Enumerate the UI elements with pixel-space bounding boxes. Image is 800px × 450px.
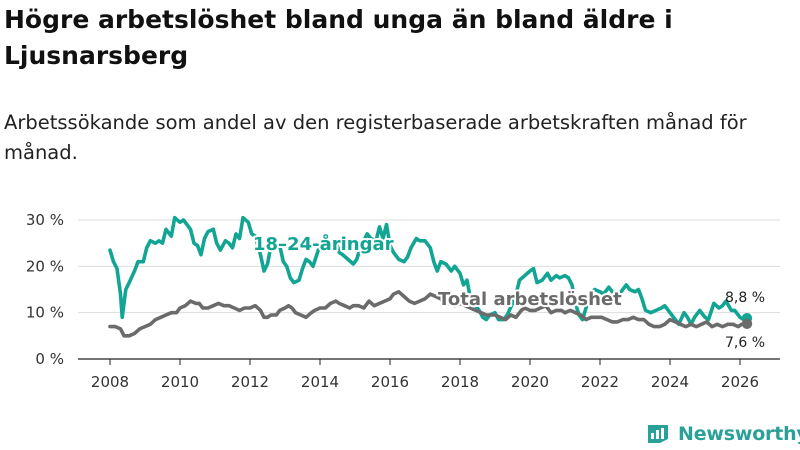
x-tick-label: 2024 — [651, 373, 689, 391]
chart-subtitle: Arbetssökande som andel av den registerb… — [4, 111, 747, 164]
x-tick-label: 2008 — [91, 373, 129, 391]
x-tick-label: 2018 — [441, 373, 479, 391]
newsworthy-logo-icon — [648, 425, 668, 443]
x-tick-label: 2022 — [581, 373, 619, 391]
total-series-label: Total arbetslöshet — [438, 289, 622, 310]
y-tick-label: 30 % — [26, 211, 64, 229]
y-tick-label: 10 % — [26, 304, 64, 322]
x-tick-label: 2026 — [721, 373, 759, 391]
x-axis: 0 % 10 % 20 % 30 % 2008 2010 2012 2014 2016 2018 2… — [26, 211, 780, 391]
total-end-value: 7,6 % — [725, 335, 765, 351]
y-tick-label: 0 % — [35, 350, 64, 368]
x-tick-label: 2010 — [161, 373, 199, 391]
series-line-youth — [108, 215, 749, 327]
x-tick-label: 2020 — [511, 373, 549, 391]
y-tick-label: 20 % — [26, 257, 64, 275]
youth-end-value: 8,8 % — [725, 290, 765, 306]
newsworthy-logo: Newsworthy — [646, 420, 800, 448]
series-line-total — [108, 290, 749, 338]
x-tick-label: 2014 — [301, 373, 339, 391]
gridlines — [78, 219, 780, 314]
youth-series-label-halo: 18–24-åringar — [253, 233, 394, 255]
x-tick-label: 2016 — [371, 373, 409, 391]
total-series-label-halo: Total arbetslöshet — [438, 289, 622, 310]
x-tick-label: 2012 — [231, 373, 269, 391]
youth-series-label: 18–24-åringar — [253, 233, 394, 255]
series-lines — [108, 215, 753, 338]
chart-title: Högre arbetslöshet bland unga än bland ä… — [4, 5, 673, 70]
end-point-total — [741, 318, 753, 329]
newsworthy-logo-text: Newsworthy — [678, 423, 800, 445]
